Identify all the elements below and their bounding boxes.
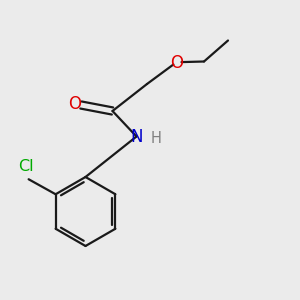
Text: H: H	[151, 131, 161, 146]
Text: N: N	[130, 128, 143, 146]
Text: O: O	[170, 54, 184, 72]
Text: O: O	[68, 95, 81, 113]
Text: Cl: Cl	[18, 159, 34, 174]
